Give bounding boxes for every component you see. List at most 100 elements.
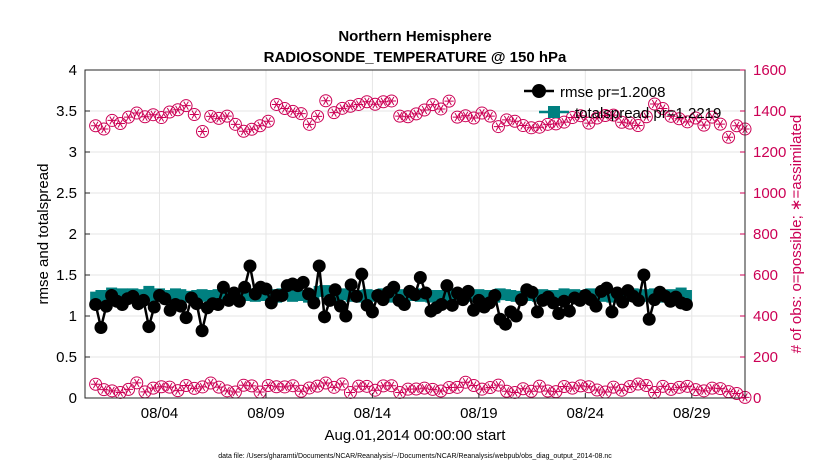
- obs-possible-circle: [319, 376, 333, 390]
- data-file-footnote: data file: /Users/gharamti/Documents/NCA…: [218, 453, 612, 460]
- rmse-marker: [318, 310, 332, 324]
- obs-possible-circle: [138, 110, 152, 124]
- obs-count-marker-low: [220, 384, 234, 398]
- y-left-tick-label: 3: [69, 144, 77, 161]
- obs-possible-circle: [434, 102, 448, 116]
- obs-assimilated-asterisk: [559, 382, 569, 391]
- obs-count-marker-high: [138, 110, 152, 124]
- obs-count-marker-low: [146, 381, 160, 395]
- obs-count-marker-high: [500, 113, 514, 127]
- obs-count-marker-high: [434, 102, 448, 116]
- obs-count-marker-low: [319, 376, 333, 390]
- obs-possible-circle: [656, 102, 670, 116]
- obs-possible-circle: [253, 119, 267, 133]
- obs-possible-circle: [352, 97, 366, 111]
- rmse-marker: [488, 289, 502, 302]
- obs-count-marker-high: [187, 107, 201, 121]
- rmse-marker: [328, 283, 342, 297]
- rmse-marker: [94, 320, 108, 334]
- obs-count-marker-low: [237, 378, 251, 392]
- obs-possible-circle: [122, 382, 136, 396]
- obs-possible-circle: [557, 115, 571, 129]
- obs-assimilated-asterisk: [691, 113, 701, 123]
- obs-count-series: [89, 94, 752, 404]
- obs-possible-circle: [360, 95, 374, 109]
- y-left-tick-label: 1: [69, 308, 77, 325]
- obs-assimilated-asterisk: [156, 113, 167, 122]
- obs-possible-circle: [393, 109, 407, 123]
- obs-possible-circle: [524, 121, 538, 135]
- obs-count-marker-low: [533, 379, 547, 393]
- rmse-marker: [243, 259, 257, 273]
- obs-assimilated-asterisk: [181, 101, 191, 110]
- legend: rmse pr=1.2008 totalspread pr=1.2219: [524, 84, 721, 122]
- obs-count-marker-high: [459, 109, 473, 123]
- obs-count-marker-high: [286, 104, 300, 118]
- y-right-tick-label: 1000: [753, 185, 786, 202]
- y-right-tick-label: 800: [753, 226, 778, 243]
- y-left-tick-label: 3.5: [56, 103, 77, 120]
- obs-assimilated-asterisk: [723, 387, 734, 396]
- obs-count-marker-high: [97, 122, 111, 136]
- rmse-marker: [339, 309, 353, 323]
- obs-count-marker-high: [113, 117, 127, 131]
- obs-assimilated-asterisk: [526, 123, 536, 133]
- obs-assimilated-asterisk: [238, 381, 249, 390]
- obs-count-marker-high: [631, 119, 645, 133]
- obs-assimilated-asterisk: [691, 385, 701, 394]
- legend-rmse-label: rmse pr=1.2008: [560, 84, 665, 101]
- x-tick-label: 08/24: [567, 405, 605, 422]
- obs-count-marker-low: [97, 383, 111, 397]
- obs-assimilated-asterisk: [230, 387, 240, 397]
- obs-count-marker-high: [343, 99, 357, 113]
- obs-assimilated-asterisk: [526, 387, 536, 396]
- obs-possible-circle: [368, 97, 382, 111]
- obs-assimilated-asterisk: [189, 110, 199, 119]
- obs-possible-circle: [426, 382, 440, 396]
- obs-assimilated-asterisk: [378, 381, 388, 391]
- obs-count-marker-high: [171, 103, 185, 117]
- obs-count-marker-high: [722, 130, 736, 144]
- obs-possible-circle: [639, 110, 653, 124]
- obs-possible-circle: [557, 380, 571, 394]
- obs-assimilated-asterisk: [551, 119, 561, 129]
- y-right-tick-label: 1200: [753, 144, 786, 161]
- obs-possible-circle: [713, 117, 727, 131]
- obs-assimilated-asterisk: [312, 112, 323, 121]
- obs-assimilated-asterisk: [206, 378, 216, 388]
- obs-assimilated-asterisk: [551, 387, 561, 396]
- obs-assimilated-asterisk: [148, 383, 158, 393]
- y-left-tick-label: 0: [69, 390, 77, 407]
- y-axis-right: 0 200 400 600 800 1000 1200 1400 1600: [740, 62, 786, 407]
- obs-assimilated-asterisk: [197, 127, 208, 136]
- obs-count-marker-high: [179, 99, 193, 113]
- rmse-marker: [174, 299, 188, 313]
- obs-count-marker-low: [105, 384, 119, 398]
- y-right-tick-label: 600: [753, 267, 778, 284]
- obs-count-marker-low: [409, 382, 423, 396]
- y-left-tick-label: 4: [69, 62, 77, 79]
- rmse-marker: [642, 312, 656, 326]
- obs-count-marker-high: [508, 114, 522, 128]
- obs-count-marker-high: [705, 110, 719, 124]
- obs-possible-circle: [475, 382, 489, 396]
- obs-assimilated-asterisk: [222, 386, 232, 396]
- obs-possible-circle: [516, 119, 530, 133]
- obs-assimilated-asterisk: [608, 110, 619, 120]
- obs-assimilated-asterisk: [436, 104, 446, 114]
- rmse-marker: [232, 294, 246, 308]
- obs-assimilated-asterisk: [452, 112, 462, 122]
- obs-count-marker-high: [253, 119, 267, 133]
- obs-assimilated-asterisk: [263, 117, 273, 126]
- obs-count-marker-low: [689, 383, 703, 397]
- obs-count-marker-high: [393, 109, 407, 123]
- obs-possible-circle: [245, 379, 259, 393]
- rmse-marker: [525, 285, 539, 299]
- rmse-marker: [413, 270, 427, 284]
- y-axis-right-label: # of obs: o=possible; ∗=assimilated: [788, 115, 805, 354]
- obs-assimilated-asterisk: [403, 384, 413, 394]
- obs-possible-circle: [541, 384, 555, 398]
- obs-count-marker-low: [475, 382, 489, 396]
- obs-possible-circle: [187, 381, 201, 395]
